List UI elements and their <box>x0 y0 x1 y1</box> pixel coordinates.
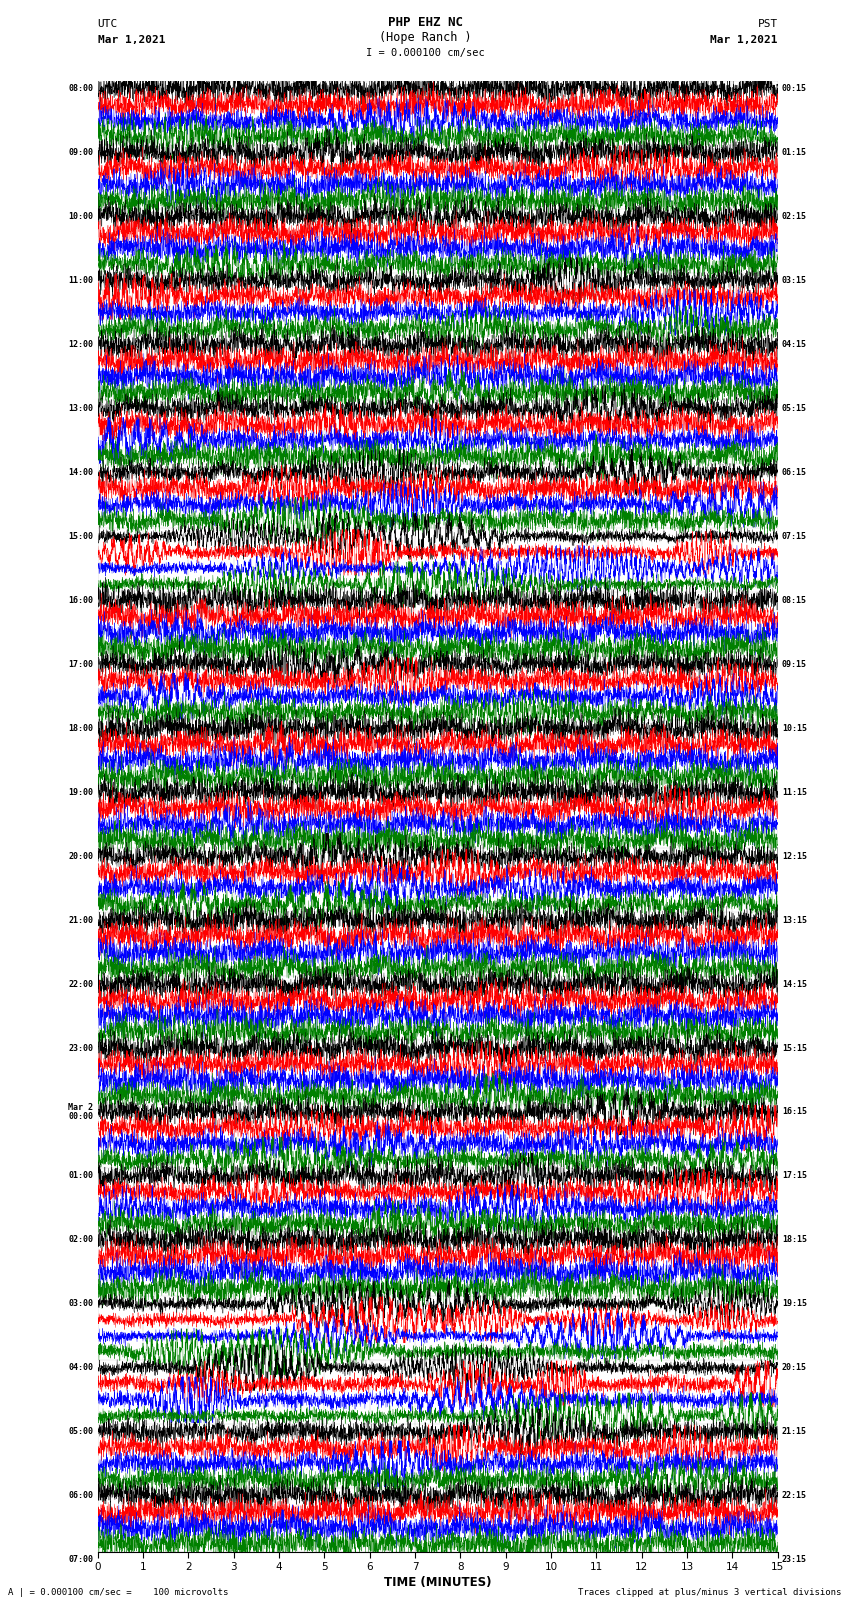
Text: 17:15: 17:15 <box>782 1171 807 1181</box>
Text: 23:15: 23:15 <box>782 1555 807 1565</box>
Text: 20:15: 20:15 <box>782 1363 807 1373</box>
Text: 06:00: 06:00 <box>69 1492 94 1500</box>
Text: 03:00: 03:00 <box>69 1300 94 1308</box>
Text: 13:00: 13:00 <box>69 403 94 413</box>
Text: I = 0.000100 cm/sec: I = 0.000100 cm/sec <box>366 48 484 58</box>
Text: UTC: UTC <box>98 19 118 29</box>
Text: 10:15: 10:15 <box>782 724 807 732</box>
Text: 00:15: 00:15 <box>782 84 807 94</box>
Text: 13:15: 13:15 <box>782 916 807 924</box>
Text: 07:15: 07:15 <box>782 532 807 540</box>
Text: 09:15: 09:15 <box>782 660 807 669</box>
X-axis label: TIME (MINUTES): TIME (MINUTES) <box>384 1576 491 1589</box>
Text: 14:00: 14:00 <box>69 468 94 477</box>
Text: 06:15: 06:15 <box>782 468 807 477</box>
Text: 23:00: 23:00 <box>69 1044 94 1053</box>
Text: PHP EHZ NC: PHP EHZ NC <box>388 16 462 29</box>
Text: 14:15: 14:15 <box>782 979 807 989</box>
Text: 12:15: 12:15 <box>782 852 807 861</box>
Text: 08:15: 08:15 <box>782 595 807 605</box>
Text: Mar 2: Mar 2 <box>69 1103 94 1111</box>
Text: 20:00: 20:00 <box>69 852 94 861</box>
Text: 02:15: 02:15 <box>782 211 807 221</box>
Text: 21:00: 21:00 <box>69 916 94 924</box>
Text: 04:00: 04:00 <box>69 1363 94 1373</box>
Text: 04:15: 04:15 <box>782 340 807 348</box>
Text: 05:15: 05:15 <box>782 403 807 413</box>
Text: 07:00: 07:00 <box>69 1555 94 1565</box>
Text: A | = 0.000100 cm/sec =    100 microvolts: A | = 0.000100 cm/sec = 100 microvolts <box>8 1587 229 1597</box>
Text: 18:15: 18:15 <box>782 1236 807 1244</box>
Text: 10:00: 10:00 <box>69 211 94 221</box>
Text: 00:00: 00:00 <box>69 1113 94 1121</box>
Text: 21:15: 21:15 <box>782 1428 807 1436</box>
Text: 12:00: 12:00 <box>69 340 94 348</box>
Text: 01:15: 01:15 <box>782 148 807 156</box>
Text: PST: PST <box>757 19 778 29</box>
Text: 09:00: 09:00 <box>69 148 94 156</box>
Text: 08:00: 08:00 <box>69 84 94 94</box>
Text: 19:00: 19:00 <box>69 787 94 797</box>
Text: 11:00: 11:00 <box>69 276 94 286</box>
Text: 01:00: 01:00 <box>69 1171 94 1181</box>
Text: (Hope Ranch ): (Hope Ranch ) <box>379 31 471 44</box>
Text: 15:00: 15:00 <box>69 532 94 540</box>
Text: 17:00: 17:00 <box>69 660 94 669</box>
Text: 02:00: 02:00 <box>69 1236 94 1244</box>
Text: Traces clipped at plus/minus 3 vertical divisions: Traces clipped at plus/minus 3 vertical … <box>578 1587 842 1597</box>
Text: 05:00: 05:00 <box>69 1428 94 1436</box>
Text: Mar 1,2021: Mar 1,2021 <box>711 35 778 45</box>
Text: 16:00: 16:00 <box>69 595 94 605</box>
Text: 22:15: 22:15 <box>782 1492 807 1500</box>
Text: 16:15: 16:15 <box>782 1108 807 1116</box>
Text: 19:15: 19:15 <box>782 1300 807 1308</box>
Text: 18:00: 18:00 <box>69 724 94 732</box>
Text: 15:15: 15:15 <box>782 1044 807 1053</box>
Text: 03:15: 03:15 <box>782 276 807 286</box>
Text: 22:00: 22:00 <box>69 979 94 989</box>
Text: 11:15: 11:15 <box>782 787 807 797</box>
Text: Mar 1,2021: Mar 1,2021 <box>98 35 165 45</box>
